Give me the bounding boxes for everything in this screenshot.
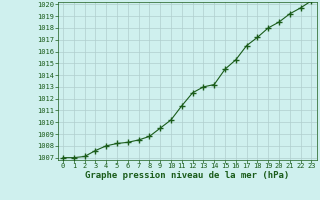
X-axis label: Graphe pression niveau de la mer (hPa): Graphe pression niveau de la mer (hPa): [85, 171, 289, 180]
